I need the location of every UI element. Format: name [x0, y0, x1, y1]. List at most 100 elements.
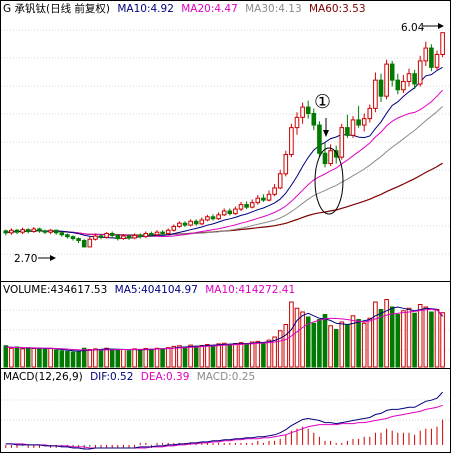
volume-bar-down [429, 311, 434, 368]
volume-bar-down [137, 349, 143, 368]
macd-histogram [5, 419, 444, 449]
candle-up [121, 235, 126, 240]
volume-bar-up [233, 343, 238, 368]
volume-bar-down [345, 324, 350, 368]
candle-up [373, 79, 378, 109]
candle-up [406, 73, 412, 82]
volume-bar-up [188, 344, 193, 368]
volume-moving-averages [5, 306, 443, 352]
volume-bar-up [434, 309, 440, 368]
volume-ma5-line [5, 306, 443, 352]
candle-down [115, 234, 121, 240]
candle-up [300, 106, 305, 118]
volume-bar-up [339, 321, 345, 368]
candle-up [339, 127, 345, 158]
volume-bar-down [261, 342, 266, 368]
volume-bar-up [165, 347, 171, 368]
candle-down [70, 236, 76, 240]
candle-down [261, 197, 266, 201]
low-price-arrowhead [50, 255, 56, 261]
candle-up [177, 222, 182, 227]
candle-up [9, 229, 14, 234]
volume-bar-down [412, 312, 417, 368]
candle-up [266, 193, 272, 201]
volume-bars [3, 299, 445, 368]
volume-bar-down [378, 309, 384, 368]
ma10-line [5, 66, 443, 239]
candle-down [378, 79, 384, 97]
volume-bar-down [25, 347, 31, 368]
candle-up [423, 47, 429, 62]
candle-down [182, 222, 188, 226]
volume-bar-up [177, 345, 182, 368]
high-price-arrowhead [438, 23, 444, 29]
volume-bar-down [149, 348, 154, 368]
volume-bar-down [81, 347, 87, 368]
volume-bar-up [205, 344, 210, 368]
volume-bar-down [210, 345, 216, 368]
volume-bar-up [272, 336, 277, 368]
candle-down [389, 63, 395, 81]
volume-bar-up [249, 341, 255, 368]
candle-up [132, 234, 137, 239]
volume-bar-down [227, 344, 233, 368]
candle-down [305, 106, 311, 115]
marker-label: ① [314, 91, 331, 113]
volume-bar-down [98, 349, 104, 368]
candle-up [367, 107, 373, 120]
volume-bar-up [93, 348, 98, 368]
volume-bar-down [14, 346, 20, 368]
candle-down [37, 228, 42, 232]
candle-up [31, 228, 37, 233]
volume-bar-down [333, 329, 339, 368]
candle-down [14, 229, 20, 233]
candle-down [109, 232, 115, 236]
volume-bar-down [305, 316, 311, 368]
candle-down [311, 113, 317, 126]
macd-header-dif: DIF:0.52 [90, 371, 133, 383]
volume-bar-down [53, 349, 59, 368]
candle-up [434, 53, 440, 68]
volume-bar-down [76, 350, 81, 368]
volume-bar-up [406, 307, 412, 368]
volume-bar-down [356, 319, 361, 368]
volume-header-value: VOLUME:434617.53 [3, 284, 107, 296]
volume-bar-down [160, 348, 165, 368]
candle-down [395, 79, 401, 91]
candle-up [143, 232, 149, 238]
highlight-ellipse [314, 147, 344, 215]
price-header-title: G 承钒钛(日线 前复权) [3, 2, 110, 15]
volume-bar-up [238, 342, 244, 368]
macd-header-dea: DEA:0.39 [141, 371, 190, 383]
volume-bar-up [199, 345, 205, 368]
volume-bar-down [182, 346, 188, 368]
volume-ma10-line [5, 308, 443, 351]
candlestick-series [3, 32, 445, 248]
low-price-label: 2.70 [14, 253, 37, 265]
volume-bar-down [70, 351, 76, 368]
volume-bar-down [126, 350, 132, 368]
volume-bar-down [109, 348, 115, 368]
price-header-ma60: MA60:3.53 [309, 3, 366, 15]
volume-bar-down [59, 350, 65, 368]
volume-bar-down [244, 343, 249, 368]
candle-up [216, 214, 221, 220]
volume-bar-down [395, 314, 401, 368]
candle-down [126, 235, 132, 239]
volume-bar-up [121, 349, 126, 368]
volume-bar-down [37, 347, 42, 368]
candle-up [417, 60, 423, 85]
volume-header-ma10: MA10:414272.41 [205, 284, 295, 296]
price-header-ma20: MA20:4.47 [181, 3, 238, 15]
candle-down [244, 204, 249, 208]
candle-up [328, 150, 333, 165]
volume-bar-up [440, 312, 445, 368]
volume-bar-up [171, 345, 177, 368]
volume-bar-up [31, 348, 37, 368]
volume-bar-up [367, 317, 373, 368]
volume-bar-down [311, 322, 317, 368]
candle-up [233, 208, 238, 215]
price-header-ma30: MA30:4.13 [245, 3, 302, 15]
candle-down [59, 232, 65, 236]
